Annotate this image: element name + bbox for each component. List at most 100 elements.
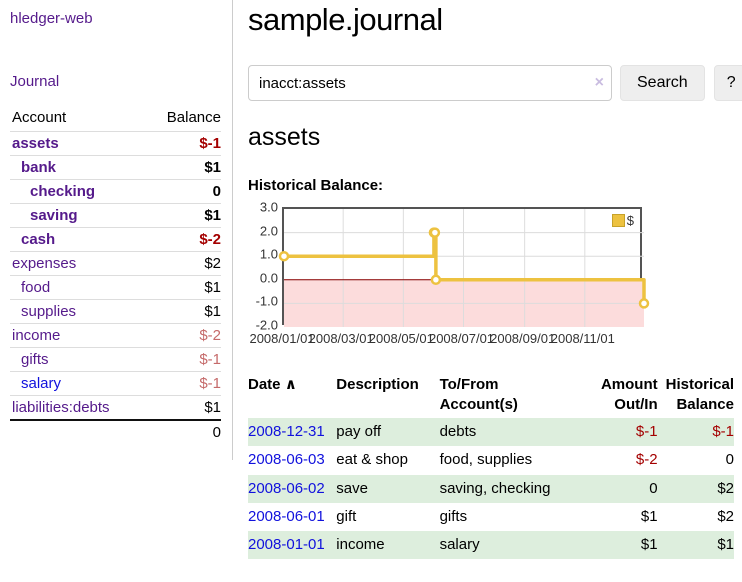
transaction-description: save — [336, 479, 368, 497]
account-balance: $1 — [144, 275, 221, 300]
accounts-column-header: To/From Account(s) — [439, 376, 518, 413]
legend-swatch-icon — [611, 214, 625, 227]
transaction-balance: 0 — [725, 451, 734, 469]
transaction-amount: $-2 — [635, 451, 658, 469]
x-tick-label: 2008/11/01 — [550, 331, 615, 346]
sidebar-item-journal[interactable]: Journal — [10, 73, 60, 90]
account-link[interactable]: bank — [21, 159, 57, 176]
account-link[interactable]: gifts — [21, 351, 49, 368]
transaction-balance: $2 — [717, 507, 734, 525]
transaction-amount: $-1 — [635, 423, 658, 440]
account-balance: $-2 — [144, 227, 221, 252]
help-button[interactable]: ? — [713, 65, 742, 101]
account-link[interactable]: expenses — [12, 255, 77, 272]
y-tick-label: 3.0 — [259, 199, 278, 215]
account-column-header: Account — [10, 105, 145, 132]
account-row: checking 0 — [10, 179, 221, 204]
search-button[interactable]: Search — [620, 65, 705, 101]
chart-legend: $ — [609, 212, 636, 229]
account-row: income $-2 — [10, 323, 221, 348]
clear-search-icon[interactable]: × — [594, 74, 604, 91]
account-balance: $-1 — [144, 131, 221, 156]
transaction-amount: $1 — [640, 507, 658, 525]
accounts-total-value: 0 — [144, 419, 221, 444]
transaction-balance: $-1 — [712, 423, 734, 440]
account-link[interactable]: checking — [30, 183, 96, 200]
y-tick-label: -2.0 — [255, 317, 278, 333]
historical-balance-chart: 3.0 2.0 1.0 0.0 -1.0 -2.0 $ 2008/01/01 2008/03… — [248, 200, 734, 353]
description-column-header: Description — [336, 376, 419, 393]
account-link[interactable]: cash — [21, 231, 56, 248]
legend-label: $ — [626, 213, 634, 228]
account-row: gifts $-1 — [10, 347, 221, 372]
main-content: sample.journal × Search ? assets Histori… — [248, 0, 742, 560]
account-link[interactable]: assets — [12, 135, 59, 152]
chart-y-axis: 3.0 2.0 1.0 0.0 -1.0 -2.0 — [248, 200, 278, 333]
date-column-header[interactable]: Date ∧ — [248, 376, 297, 393]
transaction-balance: $1 — [717, 536, 734, 553]
transaction-date-cell: 2008-12-31 — [248, 418, 336, 446]
account-link[interactable]: food — [21, 279, 51, 296]
transaction-accounts: gifts — [439, 507, 468, 525]
account-balance: $1 — [144, 203, 221, 228]
search-input[interactable] — [248, 65, 612, 101]
account-tree: Account Balance assets $-1 bank $1 checking 0… — [10, 105, 221, 444]
transaction-row[interactable]: 2008-06-01 gift gifts $1 $2 — [248, 503, 734, 531]
page-title: sample.journal — [248, 2, 443, 37]
balance-column-header-register: Historical Balance — [665, 376, 734, 413]
account-row: salary $-1 — [10, 371, 221, 396]
account-balance: $1 — [144, 395, 221, 421]
transaction-row[interactable]: 2008-01-01 income salary $1 $1 — [248, 531, 734, 560]
transaction-accounts: saving, checking — [439, 479, 551, 497]
y-tick-label: 1.0 — [259, 246, 278, 262]
transaction-description: pay off — [336, 423, 382, 440]
transaction-accounts: food, supplies — [439, 451, 533, 469]
account-link[interactable]: liabilities:debts — [12, 399, 110, 416]
transaction-row[interactable]: 2008-06-02 save saving, checking 0 $2 — [248, 474, 734, 503]
account-row: supplies $1 — [10, 299, 221, 324]
search-bar: × Search ? — [248, 65, 742, 101]
account-row: assets $-1 — [10, 131, 221, 156]
account-row: saving $1 — [10, 203, 221, 228]
accounts-total-row: 0 — [10, 419, 221, 444]
x-tick-label: 2008/03/01 — [308, 331, 374, 346]
account-row: liabilities:debts $1 — [10, 395, 221, 421]
y-tick-label: 0.0 — [259, 270, 278, 286]
transaction-date-link[interactable]: 2008-01-01 — [248, 536, 325, 553]
transaction-date-link[interactable]: 2008-06-03 — [248, 451, 325, 469]
chart-x-axis: 2008/01/01 2008/03/01 2008/05/01 2008/07/01… — [249, 331, 642, 347]
account-link[interactable]: income — [12, 327, 61, 344]
account-balance: $-1 — [144, 371, 221, 396]
x-tick-label: 2008/09/01 — [490, 331, 556, 346]
transaction-date-link[interactable]: 2008-06-01 — [248, 507, 325, 525]
x-tick-label: 2008/07/01 — [428, 331, 495, 346]
account-link[interactable]: supplies — [21, 303, 77, 320]
transaction-date-link[interactable]: 2008-12-31 — [248, 423, 325, 440]
x-tick-label: 2008/05/01 — [368, 331, 434, 346]
transactions-header-row: Date ∧ Description To/From Account(s) Am… — [248, 373, 734, 418]
transaction-date-cell: 2008-06-01 — [248, 503, 336, 531]
account-row: bank $1 — [10, 155, 221, 180]
transaction-description: eat & shop — [336, 451, 408, 469]
chart-plot-area[interactable]: $ — [278, 207, 650, 327]
account-heading: assets — [248, 123, 321, 151]
transaction-accounts: debts — [439, 423, 477, 440]
x-tick-label: 2008/01/01 — [249, 331, 315, 346]
transaction-description: income — [336, 536, 385, 553]
balance-column-header: Balance — [144, 105, 221, 132]
account-balance: $1 — [144, 155, 221, 180]
transaction-row[interactable]: 2008-12-31 pay off debts $-1 $-1 — [248, 418, 734, 447]
account-balance: $-2 — [144, 323, 221, 348]
account-link[interactable]: saving — [30, 207, 78, 224]
account-row: expenses $2 — [10, 251, 221, 276]
account-link[interactable]: salary — [21, 375, 62, 392]
y-tick-label: -1.0 — [255, 293, 278, 309]
app-brand-link[interactable]: hledger-web — [10, 10, 93, 27]
transaction-amount: $1 — [640, 536, 658, 553]
sort-ascending-icon: ∧ — [284, 376, 297, 393]
account-balance: $2 — [144, 251, 221, 276]
chart-title: Historical Balance: — [248, 177, 384, 194]
account-balance: $1 — [144, 299, 221, 324]
transaction-row[interactable]: 2008-06-03 eat & shop food, supplies $-2 0 — [248, 446, 734, 474]
transaction-date-link[interactable]: 2008-06-02 — [248, 479, 325, 497]
